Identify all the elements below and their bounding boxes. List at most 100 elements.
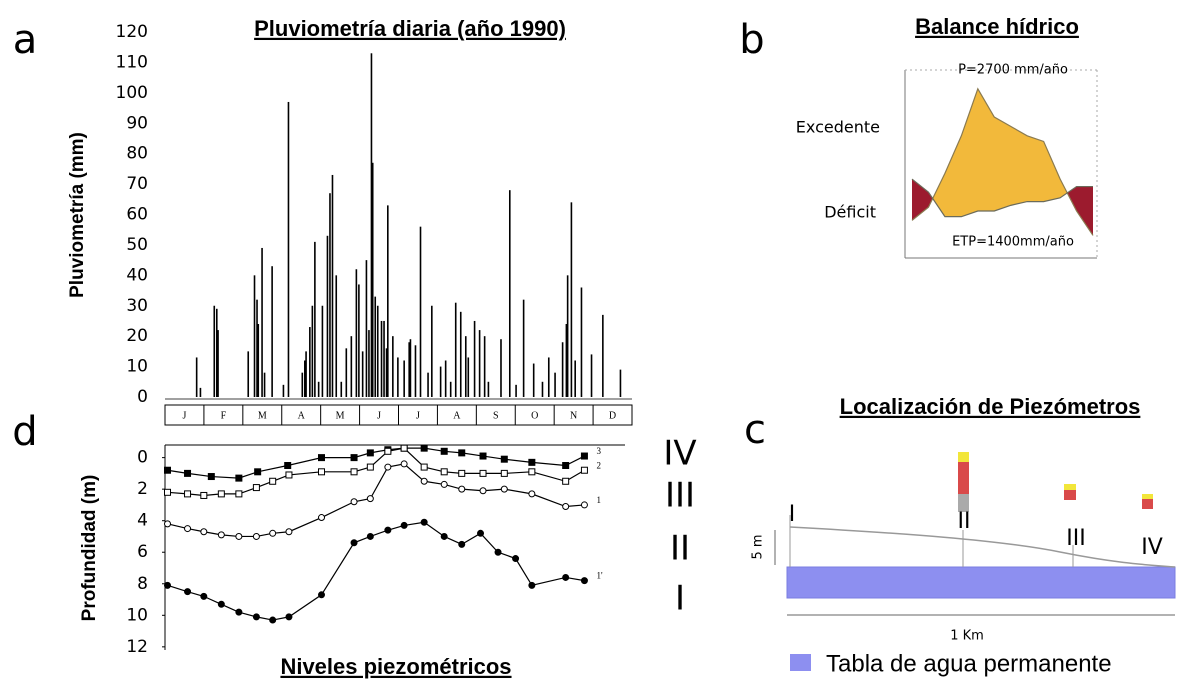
piezometer-label: II: [958, 509, 971, 534]
marker: [164, 466, 172, 474]
marker: [528, 490, 536, 498]
y-tick-label: 120: [116, 22, 148, 42]
rain-bar: [257, 324, 260, 397]
marker: [269, 616, 277, 624]
y-tick-label: 0: [137, 387, 148, 407]
rain-bar: [403, 360, 405, 397]
rain-bar: [287, 101, 290, 397]
piezometer-icon: [1064, 490, 1076, 500]
rain-bar: [500, 339, 502, 397]
y-tick-label: 90: [126, 113, 148, 133]
y-tick-label: 50: [126, 235, 148, 255]
rain-bar: [473, 320, 476, 397]
y-tick-label: 0: [137, 448, 148, 468]
marker: [235, 474, 243, 482]
marker: [440, 468, 448, 476]
series-label: P=2700 mm/año: [958, 63, 1068, 78]
rain-bar: [317, 381, 320, 397]
rain-bar: [508, 190, 511, 397]
rain-bar: [271, 266, 273, 397]
marker: [562, 573, 570, 581]
marker: [184, 588, 192, 596]
marker: [235, 490, 243, 498]
rain-bar: [311, 305, 314, 397]
y-tick-label: 8: [137, 574, 148, 594]
piezometer-icon: [958, 462, 969, 494]
rain-bar: [464, 336, 467, 397]
rain-bar: [374, 296, 377, 397]
panel-letter: c: [744, 407, 766, 453]
marker: [458, 540, 466, 548]
rain-bar: [215, 308, 218, 397]
marker: [269, 477, 277, 485]
rain-bar: [309, 327, 311, 397]
marker: [479, 452, 487, 460]
rain-bar: [574, 360, 576, 397]
piezometer-label: III: [1066, 526, 1085, 551]
marker: [500, 469, 508, 477]
marker: [184, 490, 192, 498]
series-label: 1: [596, 495, 601, 505]
rain-bar: [213, 305, 216, 397]
marker: [366, 532, 374, 540]
piezometer-icon: [1064, 484, 1076, 490]
month-label: N: [570, 410, 577, 421]
rain-bar: [532, 363, 535, 397]
rain-bar: [392, 336, 394, 397]
marker: [350, 468, 358, 476]
panel-letter: b: [739, 17, 764, 63]
vertical-scale: 5 m: [751, 534, 766, 559]
rain-bar: [414, 345, 417, 397]
series-label: ETP=1400mm/año: [952, 235, 1074, 250]
marker: [580, 501, 588, 509]
rain-bar: [427, 372, 429, 397]
marker: [207, 473, 215, 481]
rain-bar: [439, 366, 442, 397]
marker: [318, 591, 326, 599]
marker: [494, 548, 502, 556]
marker: [420, 518, 428, 526]
rain-bar: [547, 357, 550, 397]
rain-bar: [590, 354, 593, 397]
marker: [235, 532, 243, 540]
marker: [500, 455, 508, 463]
rain-bar: [580, 287, 583, 397]
rain-bar: [340, 381, 343, 397]
month-label: J: [377, 410, 381, 421]
panel-letter: d: [12, 409, 37, 455]
rain-bar: [376, 305, 379, 397]
piezometer-label: IV: [1141, 535, 1163, 560]
y-tick-label: 2: [137, 479, 148, 499]
rain-bar: [195, 357, 198, 397]
horizontal-scale: 1 Km: [950, 629, 984, 644]
marker: [252, 484, 260, 492]
marker: [217, 600, 225, 608]
rain-bar: [370, 53, 373, 398]
series-line: [167, 447, 585, 479]
marker: [200, 592, 208, 600]
marker: [366, 463, 374, 471]
series-line: [911, 178, 1093, 218]
rain-bar: [522, 299, 525, 397]
marker: [217, 531, 225, 539]
rain-bar: [409, 339, 412, 397]
y-tick-label: 100: [116, 83, 148, 103]
marker: [200, 528, 208, 536]
chart-title: Pluviometría diaria (año 1990): [254, 16, 566, 41]
rain-bar: [282, 384, 285, 397]
piezometer-label: II: [670, 529, 690, 569]
rain-bar: [217, 330, 219, 397]
y-tick-label: 80: [126, 144, 148, 164]
rain-bar: [387, 205, 389, 397]
month-label: D: [609, 410, 616, 421]
rain-bar: [408, 342, 410, 397]
y-tick-label: 20: [126, 326, 148, 346]
marker: [400, 460, 408, 468]
marker: [458, 485, 466, 493]
piezometer-label: IV: [663, 434, 696, 474]
marker: [400, 444, 408, 452]
rain-bar: [478, 330, 481, 397]
rain-bar: [619, 369, 622, 397]
marker: [200, 491, 208, 499]
